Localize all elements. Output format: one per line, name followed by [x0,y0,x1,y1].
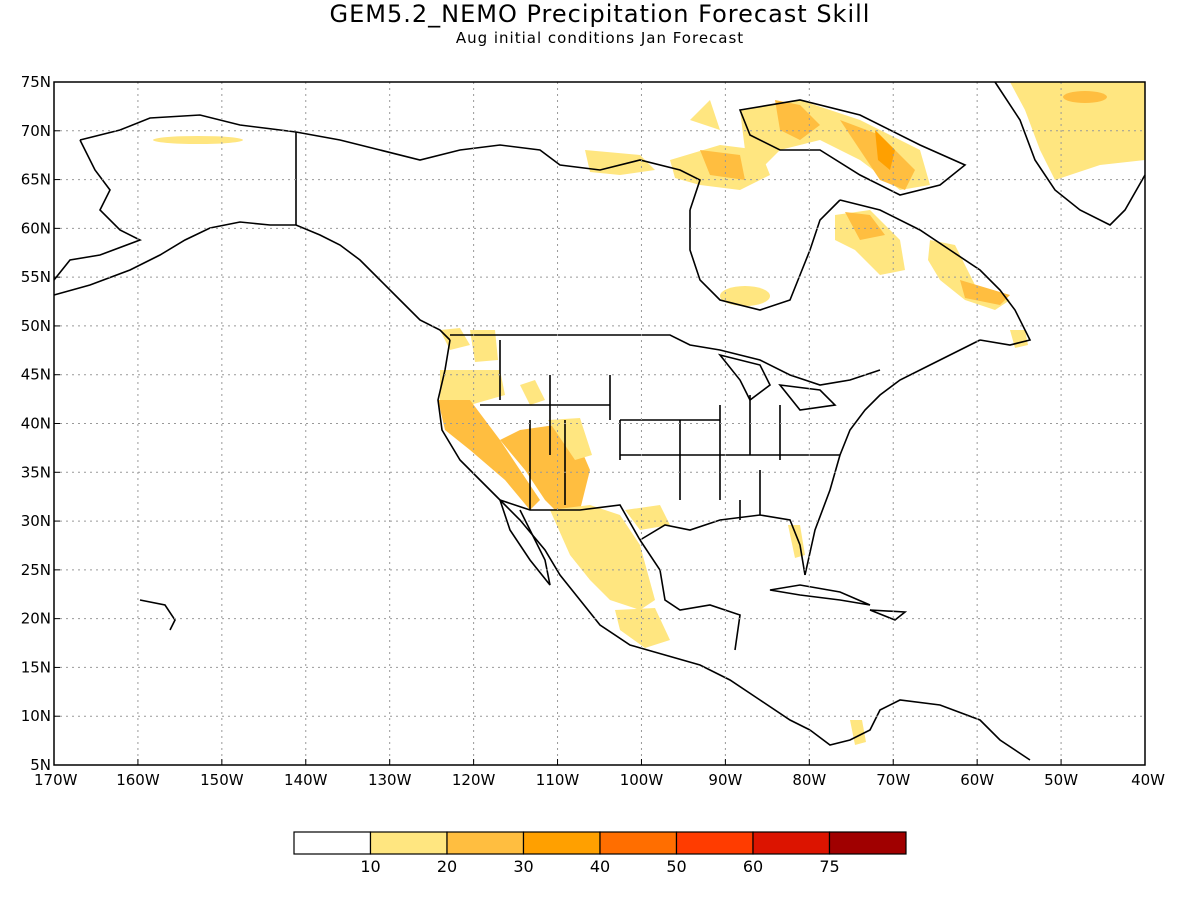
colorbar-swatch [446,831,525,855]
map-title: GEM5.2_NEMO Precipitation Forecast Skill [329,0,871,28]
lat-tick-label: 35N [21,463,51,481]
colorbar-label: 40 [590,857,610,876]
colorbar-label: 30 [513,857,533,876]
lon-tick-label: 50W [1044,771,1078,789]
lat-tick-label: 45N [21,366,51,384]
colorbar-swatch [369,831,448,855]
map-subtitle: Aug initial conditions Jan Forecast [455,29,745,47]
lon-tick-label: 40W [1131,771,1165,789]
lon-tick-label: 130W [368,771,412,789]
lon-tick-label: 100W [620,771,664,789]
lat-tick-label: 40N [21,415,51,433]
skill-shading [153,82,1145,745]
lon-tick-label: 140W [284,771,328,789]
lat-tick-label: 60N [21,219,51,237]
lon-tick-label: 110W [536,771,580,789]
latitude-labels: 75N 70N 65N 60N 55N 50N 45N 40N 35N 30N 25N 20N 15N 1… [21,73,60,774]
lon-tick-label: 150W [200,771,244,789]
lon-tick-label: 80W [792,771,826,789]
lon-tick-label: 90W [708,771,742,789]
lat-lon-grid [54,82,1145,765]
colorbar-label: 20 [437,857,457,876]
colorbar-swatch [752,831,831,855]
longitude-labels: 170W 160W 150W 140W 130W 120W 110W 100W 90W 80W 70… [34,759,1165,789]
colorbar-swatch [522,831,601,855]
lat-tick-label: 15N [21,658,51,676]
colorbar: 10 20 30 40 50 60 75 [293,831,907,876]
lat-tick-label: 30N [21,512,51,530]
coastlines-and-borders [53,81,1146,761]
lat-tick-label: 25N [21,561,51,579]
lat-tick-label: 65N [21,171,51,189]
colorbar-label: 60 [743,857,763,876]
lat-tick-label: 50N [21,317,51,335]
colorbar-swatch [675,831,754,855]
lat-tick-label: 70N [21,122,51,140]
colorbar-label: 50 [666,857,686,876]
lon-tick-label: 70W [876,771,910,789]
colorbar-label: 75 [819,857,839,876]
lat-tick-label: 55N [21,268,51,286]
lon-tick-label: 120W [452,771,496,789]
lat-tick-label: 75N [21,73,51,91]
lon-tick-label: 170W [34,771,78,789]
lon-tick-label: 160W [116,771,160,789]
lat-tick-label: 5N [30,756,51,774]
colorbar-swatch [293,831,372,855]
lon-tick-label: 60W [960,771,994,789]
colorbar-swatch [599,831,678,855]
colorbar-label: 10 [360,857,380,876]
lat-tick-label: 20N [21,610,51,628]
lat-tick-label: 10N [21,707,51,725]
colorbar-swatch [828,831,907,855]
